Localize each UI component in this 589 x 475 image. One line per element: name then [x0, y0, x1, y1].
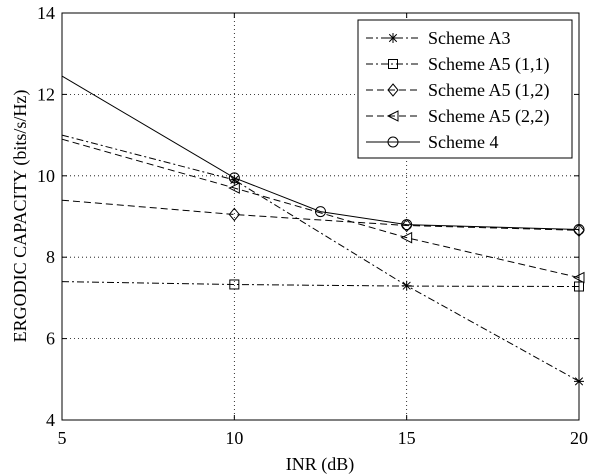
data-point [229, 174, 240, 185]
y-tick-label: 10 [37, 166, 55, 186]
series-scheme-a3 [61, 134, 584, 387]
legend-marker [386, 110, 399, 122]
legend-label: Scheme A5 (1,2) [428, 80, 549, 101]
y-axis-label: ERGODIC CAPACITY (bits/s/Hz) [10, 90, 31, 343]
series-line [61, 199, 580, 231]
legend-entry: Scheme A3 [366, 28, 511, 48]
plot-frame [61, 12, 580, 421]
series-line [61, 134, 580, 382]
legend-entry: Scheme 4 [366, 132, 498, 152]
series-scheme-a5-2-2 [61, 138, 585, 284]
legend-marker [387, 136, 399, 148]
legend-marker [387, 83, 399, 97]
series-scheme-a5-1-1 [61, 279, 584, 292]
legend-label: Scheme A5 (2,2) [428, 106, 549, 127]
data-point [315, 206, 326, 218]
data-point [228, 182, 240, 194]
legend-entry: Scheme A5 (1,1) [366, 54, 549, 75]
series-scheme-a5-1-2 [61, 199, 585, 238]
legend-label: Scheme A5 (1,1) [428, 54, 549, 75]
x-tick-label: 15 [398, 428, 416, 448]
y-tick-label: 6 [46, 329, 55, 349]
x-tick-label: 10 [225, 428, 243, 448]
data-point [229, 279, 240, 290]
x-tick-label: 20 [570, 428, 588, 448]
x-axis-label: INR (dB) [286, 454, 355, 475]
axis-ticks: 5 10 15 20 4 6 8 10 12 14 [37, 3, 588, 448]
series-line [61, 75, 580, 230]
data-point [401, 218, 413, 233]
data-point [401, 219, 413, 231]
y-tick-label: 8 [46, 247, 55, 267]
legend-marker [388, 59, 398, 69]
y-tick-label: 14 [37, 3, 55, 23]
legend: Scheme A3 Scheme A5 (1,1) Scheme A5 (1,2) S… [357, 19, 573, 159]
plot-series [61, 75, 585, 387]
y-tick-label: 4 [46, 410, 55, 430]
data-point [228, 172, 240, 184]
legend-box [357, 19, 573, 159]
legend-entry: Scheme A5 (1,2) [366, 80, 549, 101]
legend-entry: Scheme A5 (2,2) [366, 106, 549, 127]
data-point [401, 280, 412, 291]
series-line [61, 138, 580, 279]
legend-marker [388, 33, 398, 43]
series-line [61, 281, 580, 287]
data-point [228, 207, 240, 222]
legend-label: Scheme 4 [428, 132, 498, 152]
legend-label: Scheme A3 [428, 28, 511, 48]
data-point [400, 231, 413, 244]
x-tick-label: 5 [58, 428, 67, 448]
y-tick-label: 12 [37, 84, 55, 104]
